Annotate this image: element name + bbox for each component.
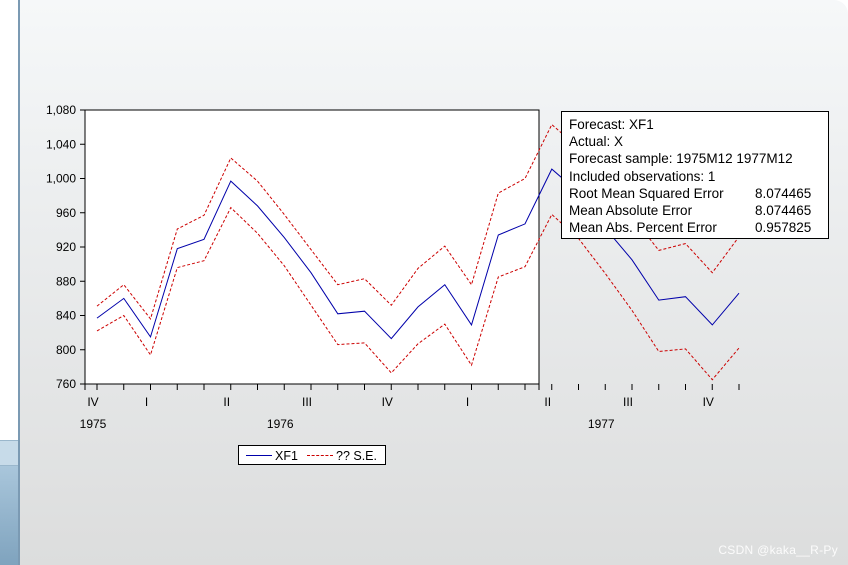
stats-row-mape: Mean Abs. Percent Error 0.957825: [569, 219, 828, 236]
stats-row-value: 8.074465: [755, 185, 812, 201]
y-tick-label: 760: [56, 377, 76, 391]
x-year-label: 1977: [588, 417, 615, 431]
x-quarter-label: IV: [703, 395, 714, 409]
left-panel-tab[interactable]: [0, 440, 18, 466]
x-year-label: 1975: [80, 417, 107, 431]
x-quarter-label: I: [466, 395, 469, 409]
legend-swatch-se: [307, 455, 333, 456]
left-panel-lower: [0, 466, 18, 565]
y-tick-label: 1,080: [46, 103, 76, 117]
stats-row-value: 0.957825: [755, 220, 812, 236]
x-quarter-label: IV: [87, 395, 98, 409]
stats-row-label: Mean Abs. Percent Error: [569, 220, 717, 236]
y-tick-label: 800: [56, 343, 76, 357]
legend-swatch-xf1: [246, 455, 272, 456]
x-quarter-label: I: [145, 395, 148, 409]
plot-area: [84, 109, 540, 385]
x-quarter-label: IV: [382, 395, 393, 409]
stats-actual: Actual: X: [569, 134, 624, 150]
y-tick-label: 840: [56, 309, 76, 323]
x-quarter-label: III: [623, 395, 633, 409]
watermark-text: CSDN @kaka__R-Py: [718, 543, 838, 557]
stats-sample: Forecast sample: 1975M12 1977M12: [569, 151, 793, 167]
x-quarter-label: III: [302, 395, 312, 409]
chart-legend: XF1 ?? S.E.: [238, 445, 386, 465]
x-quarter-label: II: [223, 395, 230, 409]
stats-included: Included observations: 1: [569, 168, 716, 184]
y-tick-label: 1,040: [46, 137, 76, 151]
stats-row-label: Mean Absolute Error: [569, 202, 693, 218]
stats-row-value: 8.074465: [755, 202, 812, 218]
stats-row-label: Root Mean Squared Error: [569, 185, 724, 201]
legend-label-xf1: XF1: [275, 449, 298, 463]
y-tick-label: 920: [56, 240, 76, 254]
stats-forecast: Forecast: XF1: [569, 117, 654, 132]
y-axis: 760 800 840 880 920 960 1,000 1,040 1,080: [46, 103, 85, 391]
series-line-2: [96, 206, 740, 381]
legend-label-se: ?? S.E.: [336, 449, 377, 463]
x-quarter-label: II: [544, 395, 551, 409]
stats-row-rmse: Root Mean Squared Error 8.074465: [569, 185, 828, 202]
forecast-stats-box: Forecast: XF1 Actual: X Forecast sample:…: [561, 111, 829, 239]
stats-row-mae: Mean Absolute Error 8.074465: [569, 202, 828, 219]
y-tick-label: 880: [56, 274, 76, 288]
left-panel-strip: [0, 0, 18, 565]
series-line-0: [96, 168, 740, 340]
x-year-label: 1976: [267, 417, 294, 431]
y-tick-label: 960: [56, 206, 76, 220]
y-tick-label: 1,000: [46, 172, 76, 186]
